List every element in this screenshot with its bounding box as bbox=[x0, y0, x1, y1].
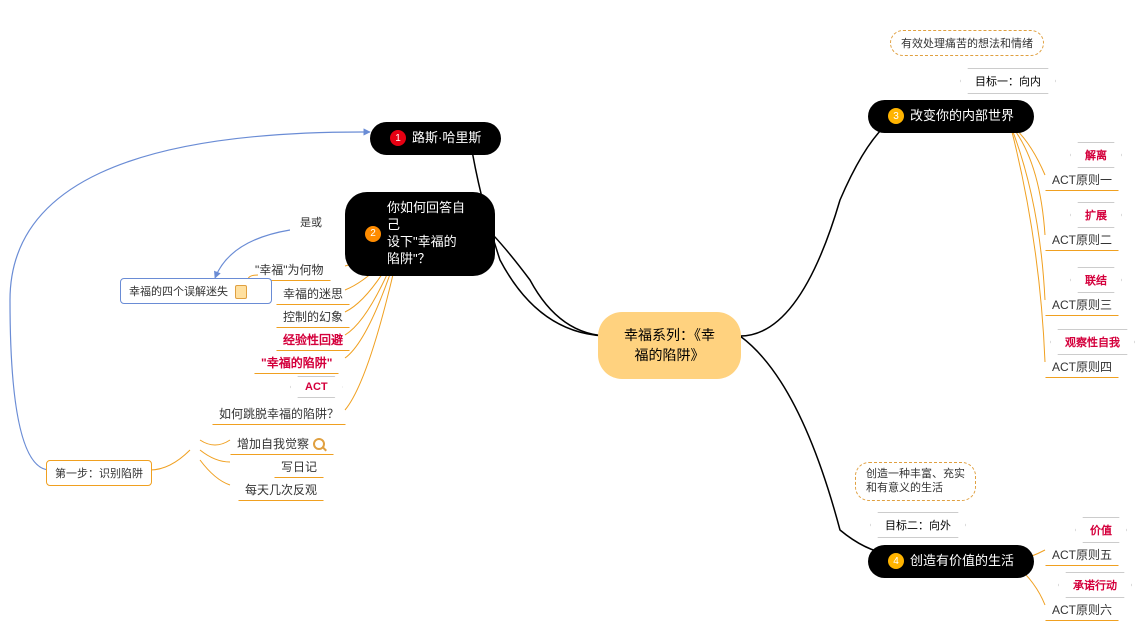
branch-2-text: 你如何回答自己 设下"幸福的 陷阱"？ bbox=[387, 200, 475, 268]
goal1-cloud: 有效处理痛苦的想法和情绪 bbox=[890, 30, 1044, 56]
b2-child-1[interactable]: 幸福的迷思 bbox=[276, 282, 350, 305]
search-icon bbox=[313, 438, 327, 452]
center-topic[interactable]: 幸福系列：《幸 福的陷阱》 bbox=[598, 312, 741, 379]
b3-p2-tag: 扩展 bbox=[1070, 202, 1122, 228]
branch-2[interactable]: 2 你如何回答自己 设下"幸福的 陷阱"？ bbox=[345, 192, 495, 276]
b3-p4[interactable]: ACT原则四 bbox=[1045, 355, 1119, 378]
branch-4-num: 4 bbox=[888, 553, 904, 569]
b3-p1[interactable]: ACT原则一 bbox=[1045, 168, 1119, 191]
goal2-cloud: 创造一种丰富、充实 和有意义的生活 bbox=[855, 462, 976, 501]
b3-p1-tag: 解离 bbox=[1070, 142, 1122, 168]
selfobs-1[interactable]: 写日记 bbox=[274, 455, 324, 478]
branch-1-label: 路斯·哈里斯 bbox=[412, 130, 481, 147]
branch-2-num: 2 bbox=[365, 226, 381, 242]
b2-child-2[interactable]: 控制的幻象 bbox=[276, 305, 350, 328]
goal1-hex: 目标一：向内 bbox=[960, 68, 1056, 94]
center-line2: 福的陷阱》 bbox=[635, 347, 705, 363]
selfobs-2[interactable]: 每天几次反观 bbox=[238, 478, 324, 501]
branch-3[interactable]: 3 改变你的内部世界 bbox=[868, 100, 1034, 133]
b3-p3-tag: 联结 bbox=[1070, 267, 1122, 293]
b3-p3[interactable]: ACT原则三 bbox=[1045, 293, 1119, 316]
center-line1: 幸福系列：《幸 bbox=[624, 327, 715, 343]
branch-2-annot: 是或 bbox=[290, 210, 332, 234]
blue-box-label: 幸福的四个误解迷失 bbox=[129, 286, 228, 298]
branch-4[interactable]: 4 创造有价值的生活 bbox=[868, 545, 1034, 578]
blue-box-misconceptions[interactable]: 幸福的四个误解迷失 bbox=[120, 278, 272, 304]
b4-p1-tag: 价值 bbox=[1075, 517, 1127, 543]
selfobs-0[interactable]: 增加自我觉察 bbox=[230, 432, 334, 455]
branch-1[interactable]: 1 路斯·哈里斯 bbox=[370, 122, 501, 155]
b2-child-3[interactable]: 经验性回避 bbox=[276, 328, 350, 351]
branch-3-label: 改变你的内部世界 bbox=[910, 108, 1014, 125]
act-callout: ACT bbox=[290, 376, 343, 398]
connector-lines bbox=[0, 0, 1143, 639]
doc-icon bbox=[235, 285, 247, 299]
b2-child-4[interactable]: "幸福的陷阱" bbox=[254, 351, 339, 374]
goal2-hex: 目标二：向外 bbox=[870, 512, 966, 538]
b2-child-5[interactable]: 如何跳脱幸福的陷阱？ bbox=[212, 402, 346, 425]
branch-1-num: 1 bbox=[390, 130, 406, 146]
b4-p2-tag: 承诺行动 bbox=[1058, 572, 1132, 598]
b4-p1[interactable]: ACT原则五 bbox=[1045, 543, 1119, 566]
b3-p4-tag: 观察性自我 bbox=[1050, 329, 1135, 355]
b3-p2[interactable]: ACT原则二 bbox=[1045, 228, 1119, 251]
branch-3-num: 3 bbox=[888, 108, 904, 124]
branch-4-label: 创造有价值的生活 bbox=[910, 553, 1014, 570]
b4-p2[interactable]: ACT原则六 bbox=[1045, 598, 1119, 621]
step-1-box[interactable]: 第一步：识别陷阱 bbox=[46, 460, 152, 486]
